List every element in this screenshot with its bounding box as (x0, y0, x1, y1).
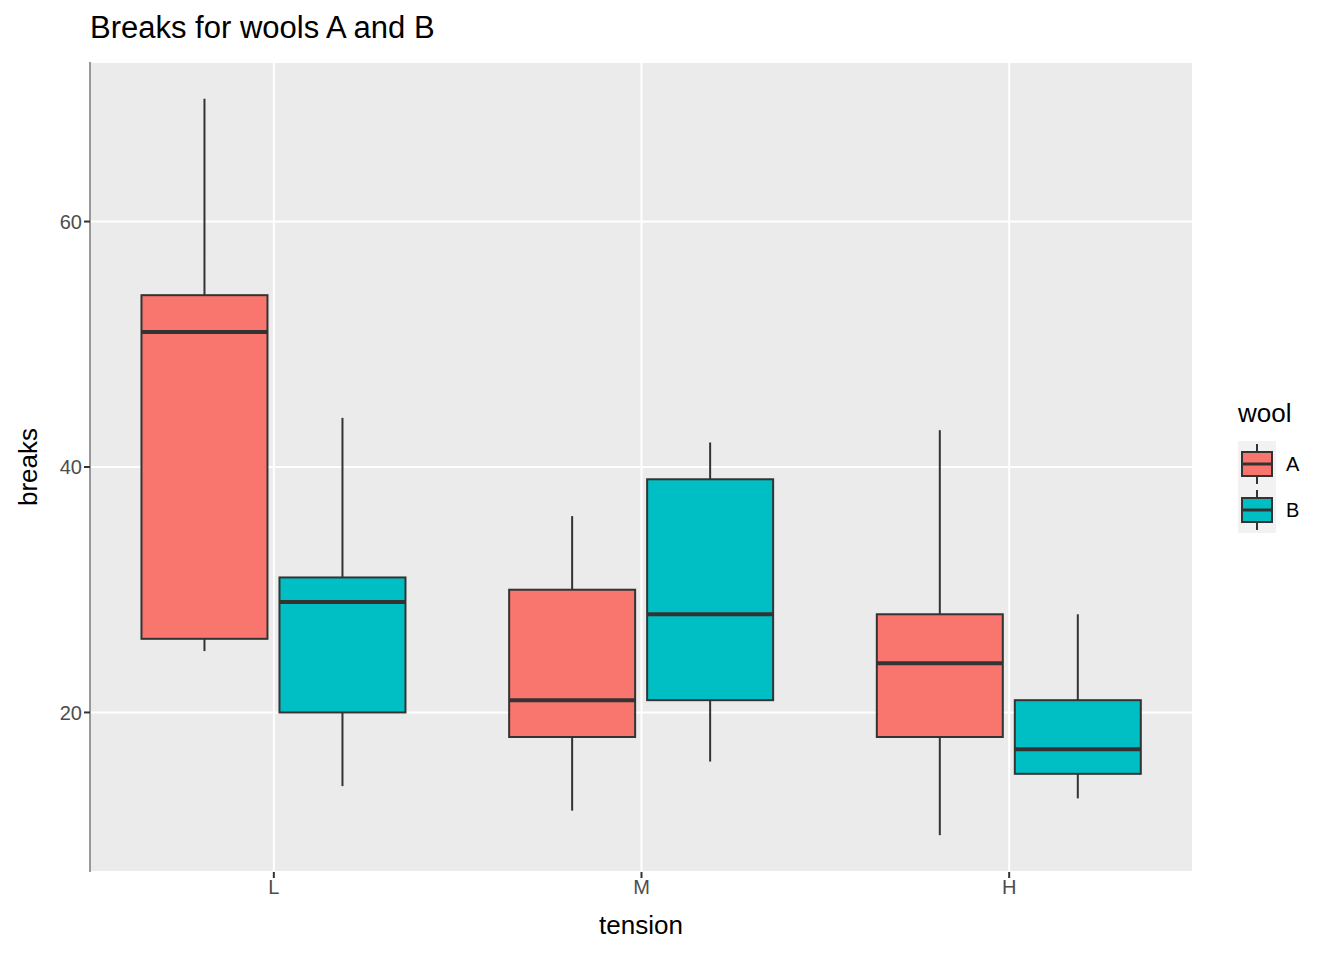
html-text:A: A (1286, 452, 1300, 475)
html-text:Breaks for wools A and B: Breaks for wools A and B (90, 10, 435, 45)
html-text:tension: tension (599, 910, 683, 940)
svg-text:L: L (268, 876, 279, 898)
html-text:breaks: breaks (12, 428, 43, 506)
svg-text:20: 20 (60, 702, 82, 724)
svg-text:H: H (1002, 876, 1016, 898)
svg-text:40: 40 (60, 456, 82, 478)
svg-text:60: 60 (60, 211, 82, 233)
html-text:wool: wool (1238, 398, 1292, 428)
html-text:B: B (1286, 498, 1300, 521)
svg-text:M: M (633, 876, 650, 898)
